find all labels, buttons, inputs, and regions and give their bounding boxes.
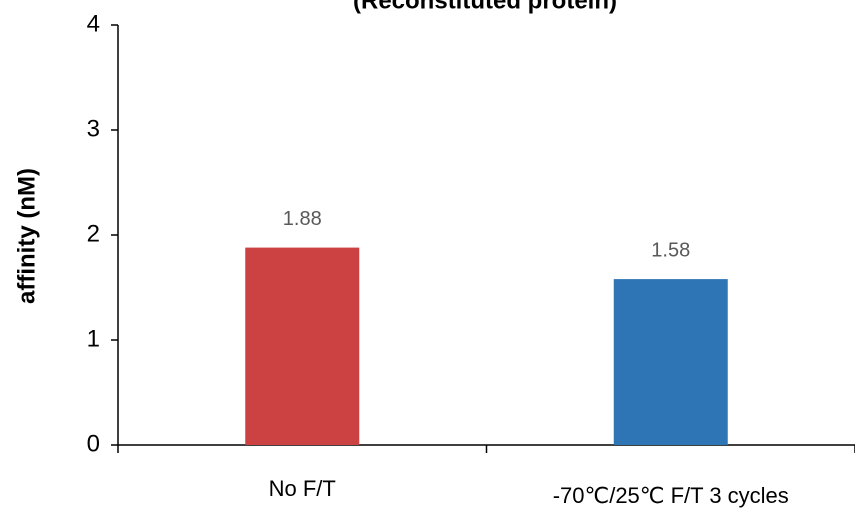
y-tick-label: 3 bbox=[87, 115, 100, 142]
x-tick-label: No F/T bbox=[269, 476, 336, 501]
value-label: 1.88 bbox=[283, 208, 322, 230]
y-tick-label: 4 bbox=[87, 10, 100, 37]
y-axis-label: affinity (nM) bbox=[13, 168, 40, 304]
value-label: 1.58 bbox=[651, 239, 690, 261]
y-tick-label: 2 bbox=[87, 220, 100, 247]
y-tick-label: 1 bbox=[87, 325, 100, 352]
y-tick-label: 0 bbox=[87, 430, 100, 457]
bar bbox=[613, 279, 728, 445]
x-tick-label: -70℃/25℃ F/T 3 cycles bbox=[553, 483, 789, 508]
bar bbox=[245, 247, 360, 445]
chart-title: (Reconstituted protein) bbox=[353, 0, 617, 14]
